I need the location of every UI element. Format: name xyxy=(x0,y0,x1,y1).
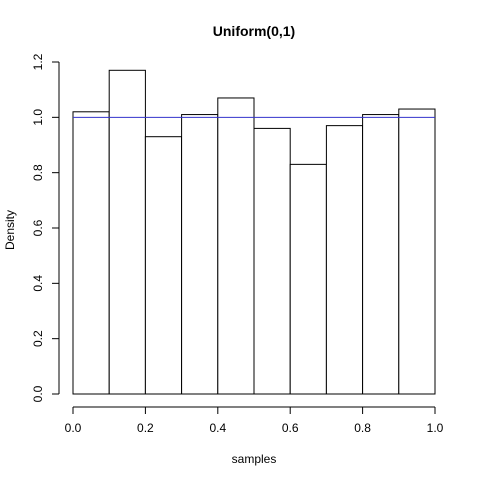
x-axis-label: samples xyxy=(232,452,277,466)
x-tick-label: 0.0 xyxy=(65,421,82,435)
chart-title: Uniform(0,1) xyxy=(213,23,295,39)
x-tick-label: 0.2 xyxy=(137,421,154,435)
histogram-bar xyxy=(362,114,400,395)
histogram-bar xyxy=(289,163,327,395)
histogram-bar xyxy=(108,69,146,395)
y-axis-label: Density xyxy=(3,210,17,250)
histogram-bar xyxy=(253,127,291,395)
histogram-bar xyxy=(181,114,219,395)
y-axis: 0.0 0.2 0.4 0.6 0.8 1.0 1.2 xyxy=(31,53,60,402)
histogram-bar xyxy=(398,108,436,395)
histogram-bar xyxy=(325,125,364,395)
histogram-bar xyxy=(144,136,183,395)
y-tick-label: 0.4 xyxy=(31,275,45,292)
y-tick-label: 1.0 xyxy=(31,109,45,126)
x-tick-label: 0.4 xyxy=(209,421,226,435)
x-tick-label: 1.0 xyxy=(427,421,444,435)
y-tick-label: 0.8 xyxy=(31,164,45,181)
x-axis: 0.0 0.2 0.4 0.6 0.8 1.0 xyxy=(65,406,444,435)
histogram-bar xyxy=(217,97,255,395)
histogram-bar xyxy=(72,111,110,395)
y-tick-label: 0.2 xyxy=(31,330,45,347)
x-tick-label: 0.6 xyxy=(282,421,299,435)
y-tick-label: 0.6 xyxy=(31,219,45,236)
y-tick-label: 1.2 xyxy=(31,53,45,70)
y-tick-label: 0.0 xyxy=(31,385,45,402)
bars-layer xyxy=(72,69,436,395)
x-tick-label: 0.8 xyxy=(354,421,371,435)
